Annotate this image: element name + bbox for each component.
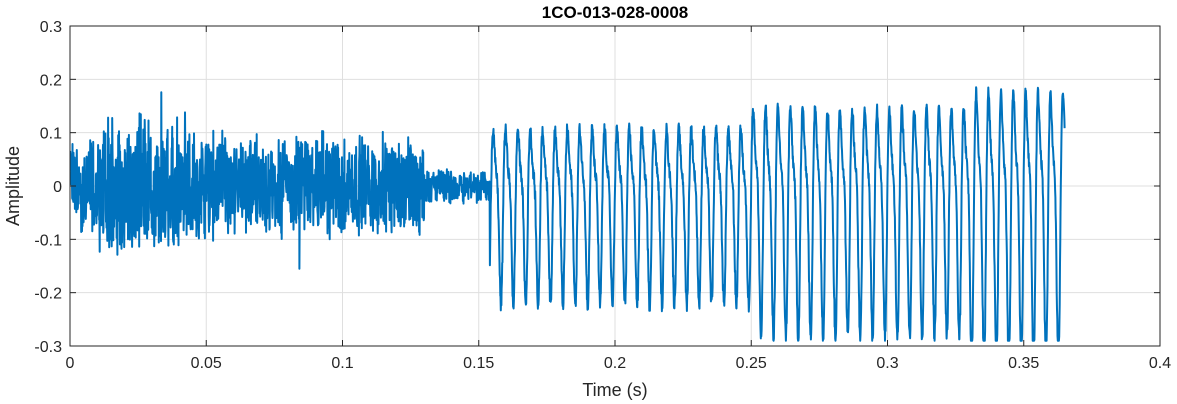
x-tick-label: 0.05: [191, 355, 222, 372]
x-tick-labels: 0 0.05 0.1 0.15 0.2 0.25 0.3 0.35 0.4: [66, 355, 1172, 372]
x-tick-label: 0: [66, 355, 75, 372]
y-tick-label: -0.1: [34, 232, 62, 249]
y-axis-label: Amplitude: [3, 146, 23, 226]
x-tick-label: 0.15: [463, 355, 494, 372]
x-tick-label: 0.2: [604, 355, 626, 372]
y-tick-label: -0.2: [34, 286, 62, 303]
axis-ticks: [69, 25, 1161, 347]
x-tick-label: 0.3: [876, 355, 898, 372]
x-tick-label: 0.4: [1149, 355, 1171, 372]
y-tick-labels: 0.3 0.2 0.1 0 -0.1 -0.2 -0.3: [34, 19, 62, 356]
y-tick-label: 0.2: [40, 72, 62, 89]
y-tick-label: 0.3: [40, 19, 62, 36]
x-tick-label: 0.25: [736, 355, 767, 372]
chart-title: 1CO-013-028-0008: [542, 3, 688, 22]
y-tick-label: 0: [53, 179, 62, 196]
signal-line: [70, 86, 1066, 342]
x-tick-label: 0.1: [331, 355, 353, 372]
x-axis-label: Time (s): [582, 380, 647, 400]
x-tick-label: 0.35: [1008, 355, 1039, 372]
y-tick-label: -0.3: [34, 339, 62, 356]
y-tick-label: 0.1: [40, 126, 62, 143]
